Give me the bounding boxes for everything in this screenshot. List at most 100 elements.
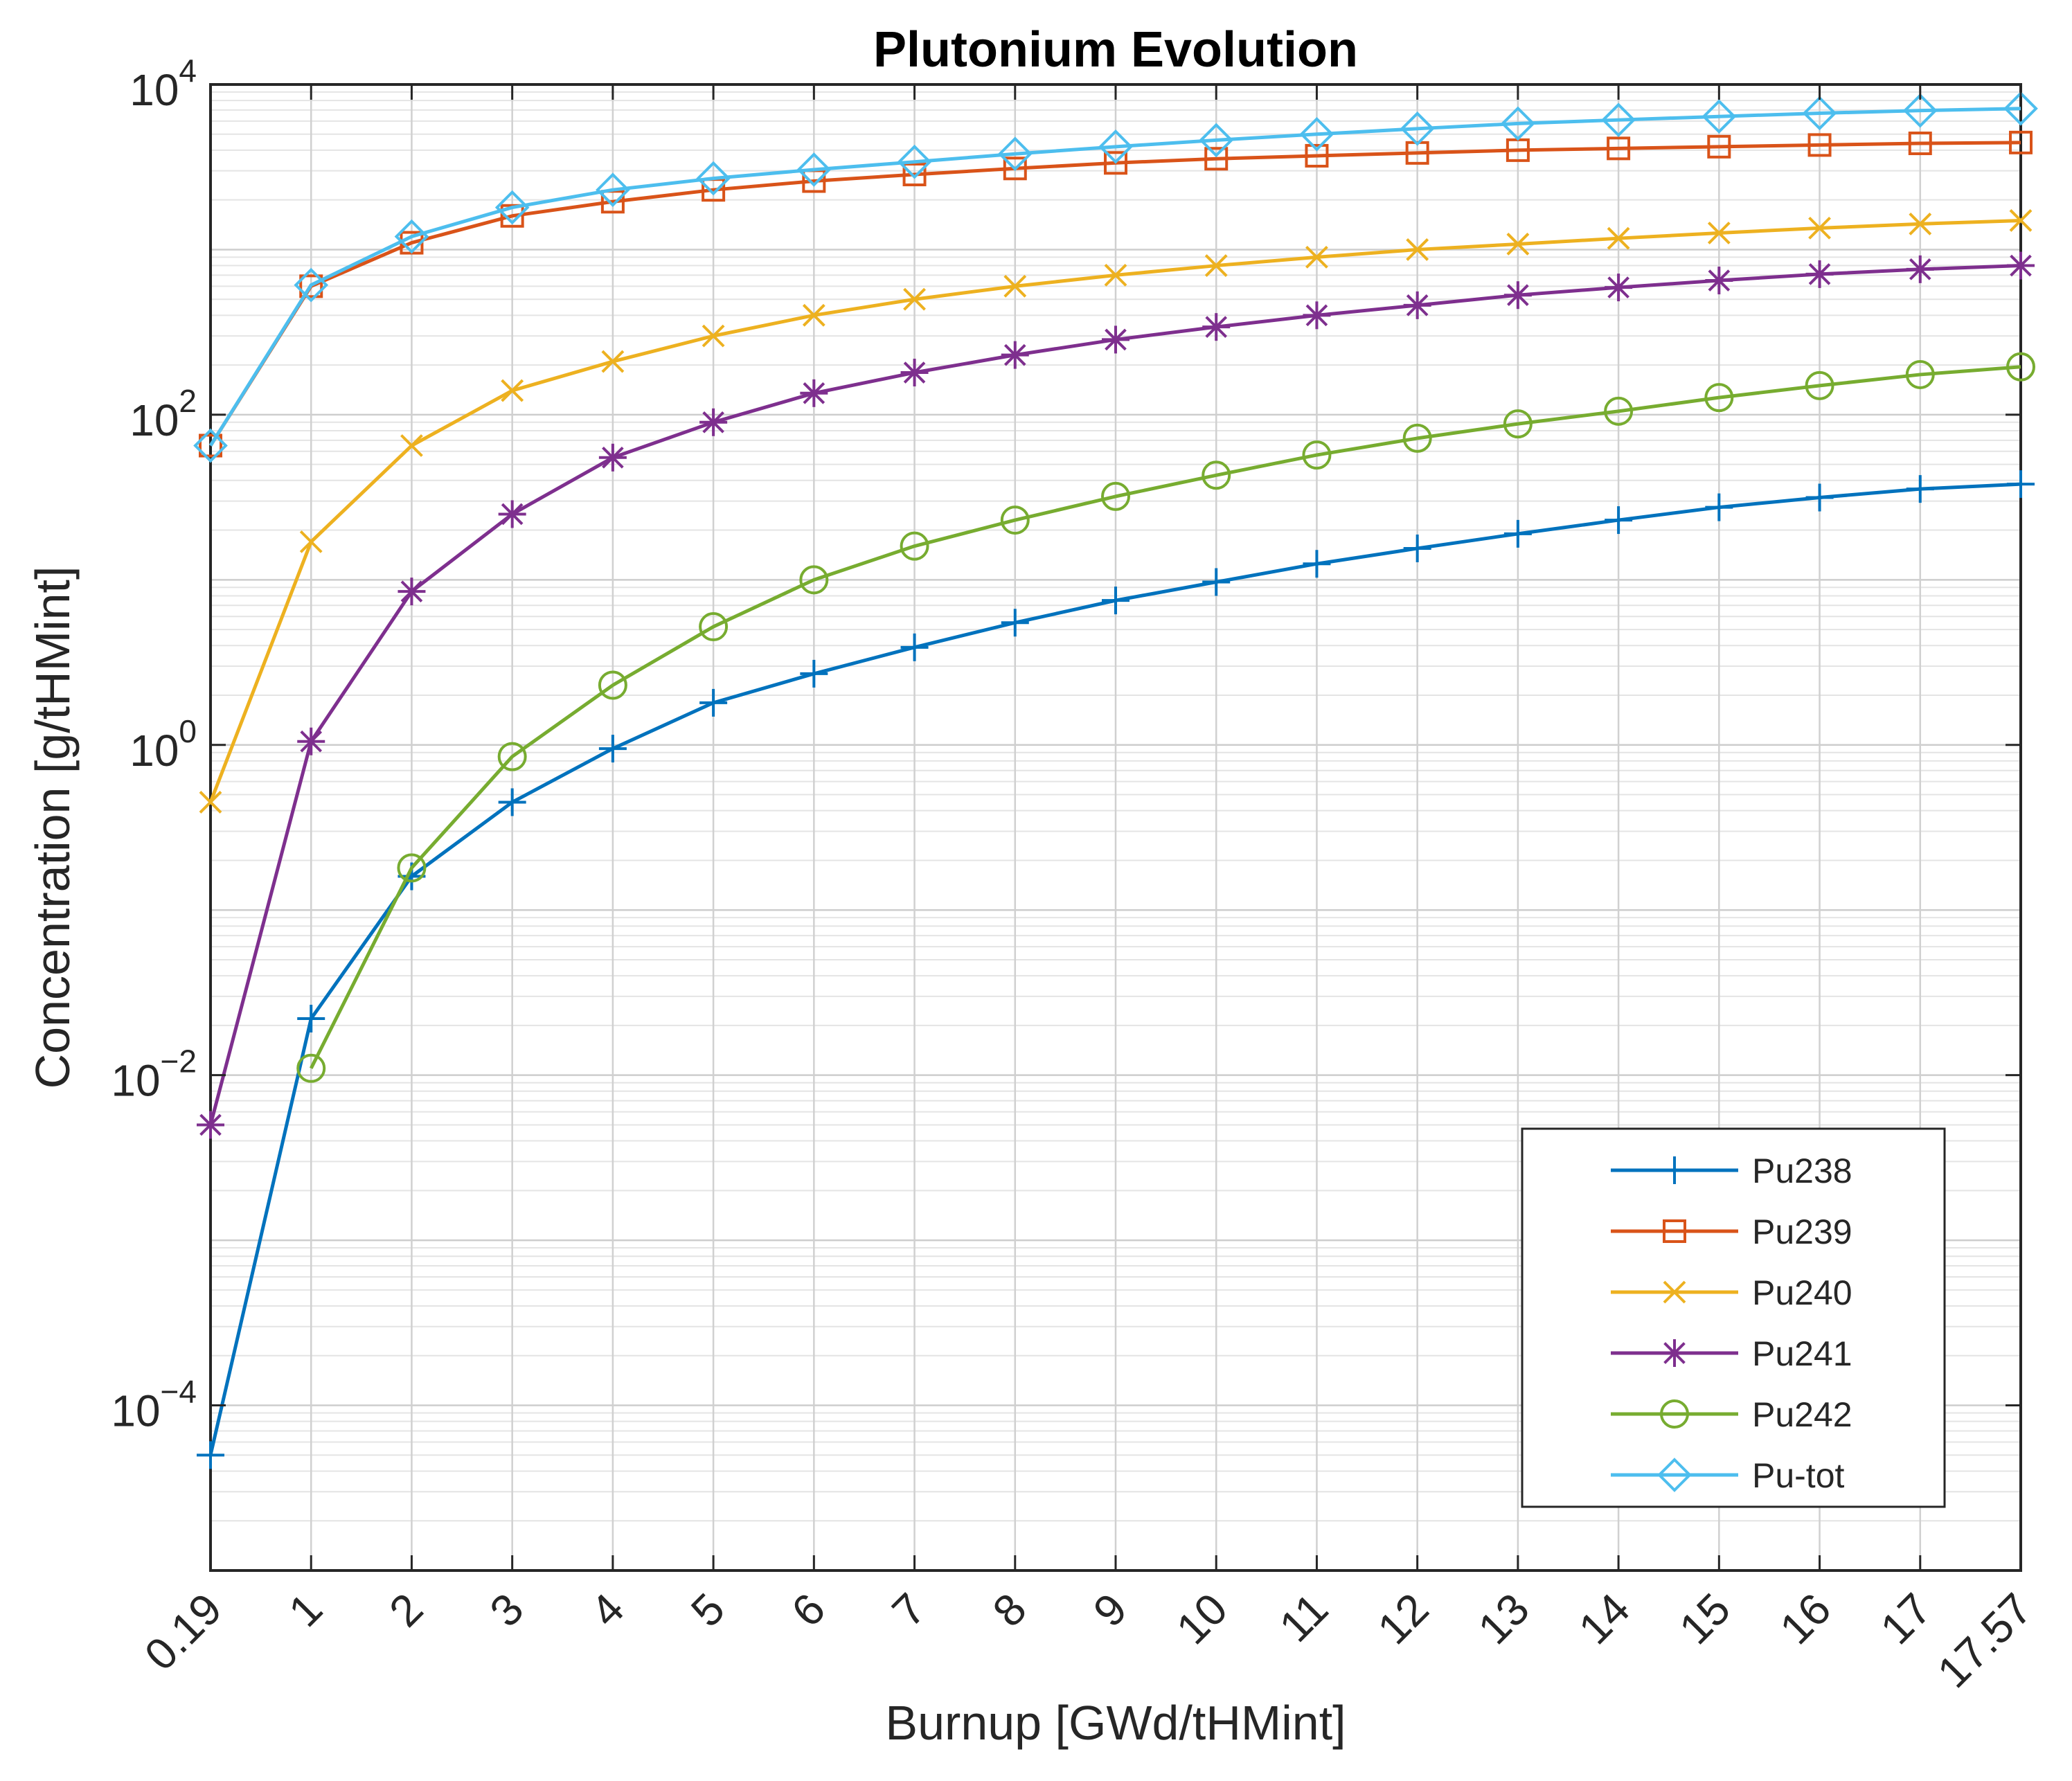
- legend-item: Pu241: [1611, 1334, 1852, 1373]
- data-point-marker: [1661, 1339, 1688, 1367]
- legend-item: Pu242: [1611, 1395, 1852, 1434]
- data-point-marker: [1001, 609, 1029, 637]
- data-point-marker: [294, 267, 329, 303]
- data-point-marker: [1663, 1280, 1686, 1304]
- data-point-marker: [197, 1441, 224, 1469]
- data-point-marker: [2007, 251, 2035, 280]
- y-tick-exponent: −4: [161, 1374, 197, 1410]
- legend-label: Pu242: [1752, 1395, 1852, 1434]
- data-point-marker: [1805, 483, 1834, 512]
- data-point-marker: [1001, 341, 1029, 369]
- y-tick-base: 10: [130, 726, 179, 776]
- data-point-marker: [1305, 143, 1329, 168]
- data-point-marker: [1601, 102, 1636, 138]
- y-tick-exponent: 4: [179, 53, 197, 89]
- y-tick-label: 100: [130, 713, 197, 776]
- data-point-marker: [800, 379, 828, 407]
- legend-item: Pu-tot: [1611, 1456, 1845, 1495]
- data-point-marker: [1104, 263, 1127, 287]
- data-point-marker: [1303, 550, 1331, 578]
- data-point-marker: [1199, 123, 1234, 158]
- legend-label: Pu240: [1752, 1273, 1852, 1312]
- data-point-marker: [1808, 216, 1831, 240]
- legend-label: Pu241: [1752, 1334, 1852, 1373]
- data-point-marker: [1202, 460, 1231, 490]
- series-pu242: [296, 352, 2035, 1083]
- data-point-marker: [799, 565, 829, 595]
- data-point-marker: [2006, 352, 2035, 382]
- series-pu241: [197, 251, 2035, 1139]
- data-point-marker: [1660, 1399, 1689, 1429]
- data-point-marker: [400, 434, 423, 457]
- data-point-marker: [903, 287, 926, 311]
- data-point-marker: [1400, 111, 1435, 146]
- data-point-marker: [1403, 291, 1431, 319]
- data-point-marker: [802, 303, 825, 327]
- legend-label: Pu239: [1752, 1212, 1852, 1251]
- data-point-marker: [1102, 587, 1129, 615]
- data-point-marker: [2009, 130, 2033, 154]
- data-point-marker: [1202, 568, 1231, 596]
- data-point-marker: [1302, 440, 1332, 470]
- data-point-marker: [1704, 383, 1734, 413]
- data-point-marker: [2003, 91, 2038, 126]
- data-point-marker: [900, 359, 929, 387]
- data-point-marker: [1707, 222, 1731, 244]
- data-point-marker: [1805, 260, 1834, 288]
- y-tick-base: 10: [130, 65, 179, 115]
- data-point-marker: [598, 443, 627, 472]
- y-tick-base: 10: [111, 1056, 160, 1106]
- data-point-marker: [193, 428, 228, 463]
- series-pu240: [199, 209, 2033, 814]
- x-axis-label: Burnup [GWd/tHMint]: [885, 1696, 1346, 1750]
- data-point-marker: [199, 433, 222, 458]
- data-point-marker: [601, 350, 625, 373]
- data-point-marker: [997, 136, 1033, 172]
- data-point-marker: [299, 530, 323, 553]
- data-point-marker: [1299, 116, 1334, 152]
- data-point-marker: [598, 670, 627, 700]
- data-point-marker: [1906, 255, 1934, 283]
- data-point-marker: [1707, 134, 1731, 159]
- data-point-marker: [199, 791, 222, 814]
- y-tick-label: 102: [130, 383, 197, 445]
- legend-label: Pu-tot: [1752, 1456, 1845, 1495]
- data-point-marker: [1605, 274, 1633, 302]
- data-point-marker: [598, 735, 627, 763]
- data-point-marker: [1204, 147, 1229, 171]
- y-tick-exponent: 0: [179, 713, 197, 749]
- data-point-marker: [699, 612, 729, 642]
- data-point-marker: [394, 219, 429, 254]
- data-point-marker: [1607, 136, 1631, 161]
- y-axis-label: Concentration [g/tHMint]: [26, 566, 80, 1089]
- data-point-marker: [1705, 493, 1733, 521]
- data-point-marker: [1503, 281, 1532, 310]
- data-point-marker: [2007, 470, 2035, 499]
- legend-item: Pu238: [1611, 1152, 1852, 1190]
- data-point-marker: [1657, 1458, 1692, 1492]
- data-point-marker: [494, 190, 530, 225]
- data-point-marker: [1406, 238, 1429, 261]
- data-point-marker: [197, 1111, 224, 1139]
- y-tick-exponent: −2: [161, 1044, 197, 1080]
- data-point-marker: [1905, 359, 1935, 389]
- data-point-marker: [1605, 506, 1633, 535]
- data-point-marker: [297, 1005, 325, 1033]
- legend-label: Pu238: [1752, 1152, 1852, 1190]
- legend: Pu238 Pu239 Pu240 Pu241 Pu242 Pu-tot: [1521, 1127, 1946, 1508]
- data-point-marker: [1098, 129, 1133, 164]
- data-point-marker: [1204, 254, 1228, 277]
- data-point-marker: [1003, 274, 1027, 298]
- series-line: [309, 365, 2021, 1069]
- data-point-marker: [2009, 209, 2033, 232]
- data-point-marker: [1909, 212, 1932, 235]
- series-pu238: [197, 470, 2035, 1469]
- data-point-marker: [498, 500, 526, 528]
- data-point-marker: [1402, 423, 1432, 453]
- data-point-marker: [702, 324, 725, 348]
- legend-box: [1521, 1127, 1946, 1508]
- data-point-marker: [800, 659, 828, 688]
- data-point-marker: [1906, 475, 1934, 503]
